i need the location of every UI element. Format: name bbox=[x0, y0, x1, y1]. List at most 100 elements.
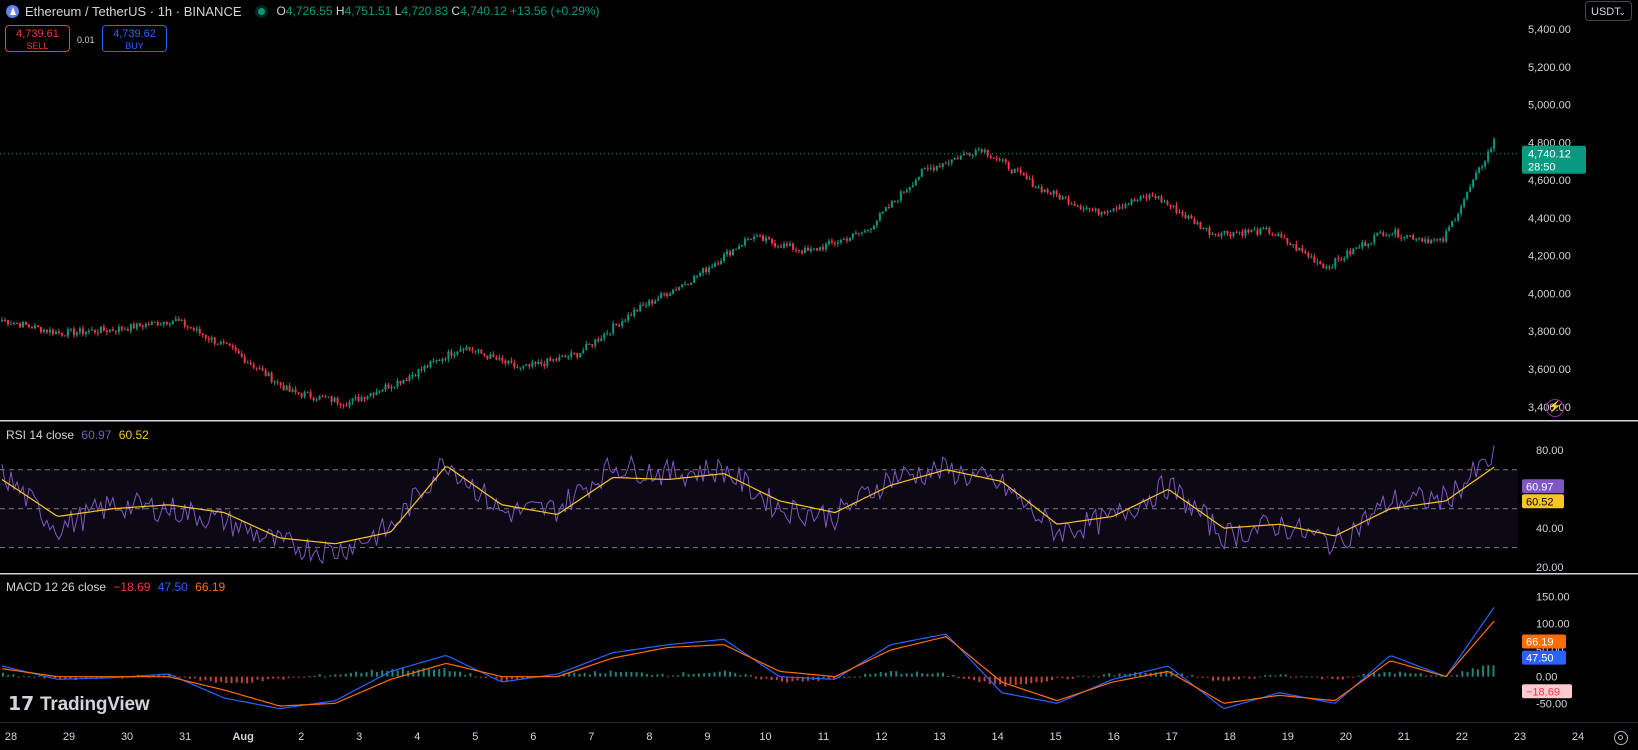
candle-body bbox=[375, 391, 378, 396]
macd-hist-bar bbox=[926, 673, 929, 677]
candle-body bbox=[450, 351, 453, 356]
candle-body bbox=[869, 229, 872, 231]
candle-body bbox=[537, 361, 540, 365]
symbol-title[interactable]: Ethereum / TetherUS · 1h · BINANCE bbox=[25, 3, 242, 19]
candle-body bbox=[393, 386, 396, 388]
macd-hist-bar bbox=[931, 673, 934, 677]
candle-body bbox=[261, 368, 264, 371]
candle-body bbox=[135, 323, 138, 329]
candle-body bbox=[1190, 215, 1193, 219]
candle-body bbox=[854, 232, 857, 234]
rsi-legend[interactable]: RSI 14 close 60.97 60.52 bbox=[6, 428, 149, 442]
time-axis-border bbox=[0, 722, 1638, 723]
candle-body bbox=[531, 362, 534, 367]
candle-body bbox=[968, 153, 971, 156]
candle-body bbox=[1277, 233, 1280, 236]
macd-hist-bar bbox=[718, 671, 721, 677]
macd-hist-bar bbox=[38, 676, 41, 678]
lightning-icon[interactable]: ⚡ bbox=[1546, 399, 1564, 417]
macd-hist-bar bbox=[1025, 676, 1028, 685]
settings-icon[interactable] bbox=[1614, 731, 1628, 745]
candle-body bbox=[24, 321, 27, 325]
price-tick-label: 3,800.00 bbox=[1528, 326, 1571, 338]
candle-body bbox=[579, 353, 582, 358]
time-tick-label: 13 bbox=[933, 731, 945, 743]
macd-hist-bar bbox=[723, 670, 726, 677]
macd-hist-bar bbox=[266, 676, 269, 680]
candle-body bbox=[851, 233, 854, 238]
symbol-header[interactable]: Ethereum / TetherUS · 1h · BINANCE O4,72… bbox=[6, 3, 600, 19]
macd-hist-bar bbox=[573, 672, 576, 677]
candle-body bbox=[342, 405, 345, 407]
candle-body bbox=[159, 324, 162, 326]
tradingview-logo[interactable]: 𝟭𝟳 TradingView bbox=[8, 693, 150, 716]
candle-body bbox=[1289, 243, 1292, 246]
candle-body bbox=[1034, 187, 1037, 189]
currency-label: USDT bbox=[1591, 6, 1621, 18]
candle-body bbox=[765, 237, 768, 241]
price-tick-label: 5,000.00 bbox=[1528, 100, 1571, 112]
candle-body bbox=[669, 293, 672, 296]
macd-hist-bar bbox=[1456, 674, 1459, 677]
candle-body bbox=[528, 364, 531, 367]
candle-body bbox=[917, 176, 920, 180]
candle-body bbox=[1205, 227, 1208, 229]
macd-hist-bar bbox=[910, 673, 913, 677]
macd-hist-bar bbox=[905, 673, 908, 677]
candle-body bbox=[276, 381, 279, 383]
candle-body bbox=[693, 275, 696, 283]
macd-hist-bar bbox=[1393, 673, 1396, 677]
candle-body bbox=[836, 242, 839, 244]
candle-body bbox=[414, 375, 417, 377]
macd-hist-bar bbox=[1435, 675, 1438, 677]
candle-body bbox=[573, 352, 576, 354]
currency-select[interactable]: USDT ⌄ bbox=[1585, 1, 1632, 21]
macd-hist-bar bbox=[1019, 676, 1022, 685]
macd-hist-bar bbox=[620, 672, 623, 677]
time-tick-label: 22 bbox=[1456, 731, 1468, 743]
candle-body bbox=[753, 236, 756, 239]
macd-hist-bar bbox=[349, 672, 352, 677]
macd-hist-bar bbox=[609, 670, 612, 677]
macd-hist-bar bbox=[27, 676, 30, 678]
candle-body bbox=[540, 361, 543, 364]
macd-hist-bar bbox=[22, 675, 25, 677]
macd-tick-label: -50.00 bbox=[1536, 698, 1567, 710]
candle-body bbox=[21, 321, 24, 328]
time-tick-label: 16 bbox=[1108, 731, 1120, 743]
candle-body bbox=[953, 157, 956, 160]
candle-body bbox=[426, 365, 429, 368]
macd-hist-bar bbox=[469, 673, 472, 677]
rsi-label: RSI 14 close bbox=[6, 428, 75, 442]
macd-hist-bar bbox=[1045, 676, 1048, 682]
macd-hist-bar bbox=[1461, 671, 1464, 677]
buy-button[interactable]: 4,739.62 BUY bbox=[102, 25, 167, 52]
macd-hist-bar bbox=[453, 671, 456, 677]
macd-hist-bar bbox=[578, 673, 581, 677]
macd-hist-bar bbox=[781, 676, 783, 682]
candle-body bbox=[678, 286, 681, 290]
macd-hist-bar bbox=[1108, 673, 1111, 677]
candle-body bbox=[896, 200, 899, 202]
macd-legend[interactable]: MACD 12 26 close −18.69 47.50 66.19 bbox=[6, 580, 225, 594]
macd-hist-bar bbox=[884, 672, 887, 677]
macd-hist-bar bbox=[381, 670, 384, 677]
macd-hist-bar bbox=[427, 669, 430, 677]
candle-body bbox=[615, 323, 618, 325]
candle-body bbox=[1349, 250, 1352, 255]
candle-body bbox=[162, 322, 165, 325]
sell-button[interactable]: 4,739.61 SELL bbox=[5, 25, 70, 52]
macd-hist-bar bbox=[53, 676, 56, 678]
candle-body bbox=[1133, 199, 1136, 202]
candle-body bbox=[672, 289, 675, 294]
candle-body bbox=[1217, 234, 1220, 237]
candle-body bbox=[66, 329, 69, 337]
candle-body bbox=[411, 375, 414, 377]
candle-body bbox=[390, 386, 393, 389]
macd-hist-bar bbox=[1450, 675, 1453, 677]
price-tick-label: 3,600.00 bbox=[1528, 364, 1571, 376]
candle-body bbox=[1148, 194, 1151, 199]
candle-body bbox=[555, 359, 558, 361]
candle-body bbox=[609, 333, 612, 335]
